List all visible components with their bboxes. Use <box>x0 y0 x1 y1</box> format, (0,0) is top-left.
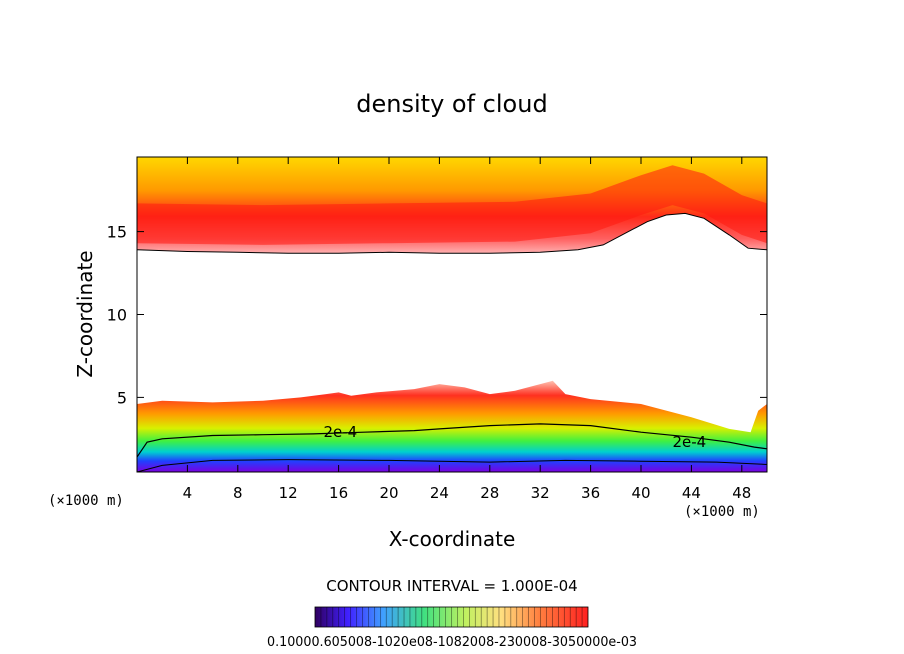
chart-title: density of cloud <box>356 90 547 118</box>
y-tick-label: 15 <box>107 223 127 242</box>
upper-cloud-outline <box>137 212 767 254</box>
x-tick-label: 4 <box>183 484 193 502</box>
contour-label: 2e-4 <box>323 423 357 441</box>
x-tick-label: 8 <box>233 484 243 502</box>
x-axis-label: X-coordinate <box>389 527 516 551</box>
y-axis-ticks: 5 10 15 <box>107 223 767 407</box>
x-tick-label: 24 <box>430 484 449 502</box>
contour-labels: 2e-4 2e-4 <box>323 423 706 451</box>
x-axis-ticks: 4 8 12 16 20 24 28 32 36 40 44 48 <box>183 157 751 502</box>
contour-label: 2e-4 <box>673 433 707 451</box>
colorbar <box>314 606 589 628</box>
lower-cloud-layer <box>137 380 767 472</box>
x-tick-label: 12 <box>279 484 298 502</box>
colorbar-divisions <box>320 607 583 627</box>
x-tick-label: 28 <box>480 484 499 502</box>
y-tick-label: 10 <box>107 306 127 325</box>
x-tick-label: 48 <box>732 484 751 502</box>
x-unit-left: (×1000 m) <box>48 493 124 509</box>
x-unit-right: (×1000 m) <box>684 504 760 520</box>
x-tick-label: 20 <box>379 484 398 502</box>
upper-cloud-core <box>137 165 767 245</box>
x-tick-label: 16 <box>329 484 348 502</box>
contour-interval-label: CONTOUR INTERVAL = 1.000E-04 <box>326 577 577 595</box>
y-axis-label: Z-coordinate <box>73 250 97 377</box>
lower-cloud-outline <box>137 459 767 472</box>
x-tick-label: 36 <box>581 484 600 502</box>
contour-line-2e-4 <box>137 423 767 458</box>
colorbar-labels: 0.10000.605008-1020e08-1082008-230008-30… <box>267 635 637 650</box>
x-tick-label: 32 <box>531 484 550 502</box>
y-tick-label: 5 <box>117 388 127 407</box>
plot-area: 2e-4 2e-4 <box>137 157 767 472</box>
x-tick-label: 40 <box>631 484 650 502</box>
x-tick-label: 44 <box>682 484 701 502</box>
